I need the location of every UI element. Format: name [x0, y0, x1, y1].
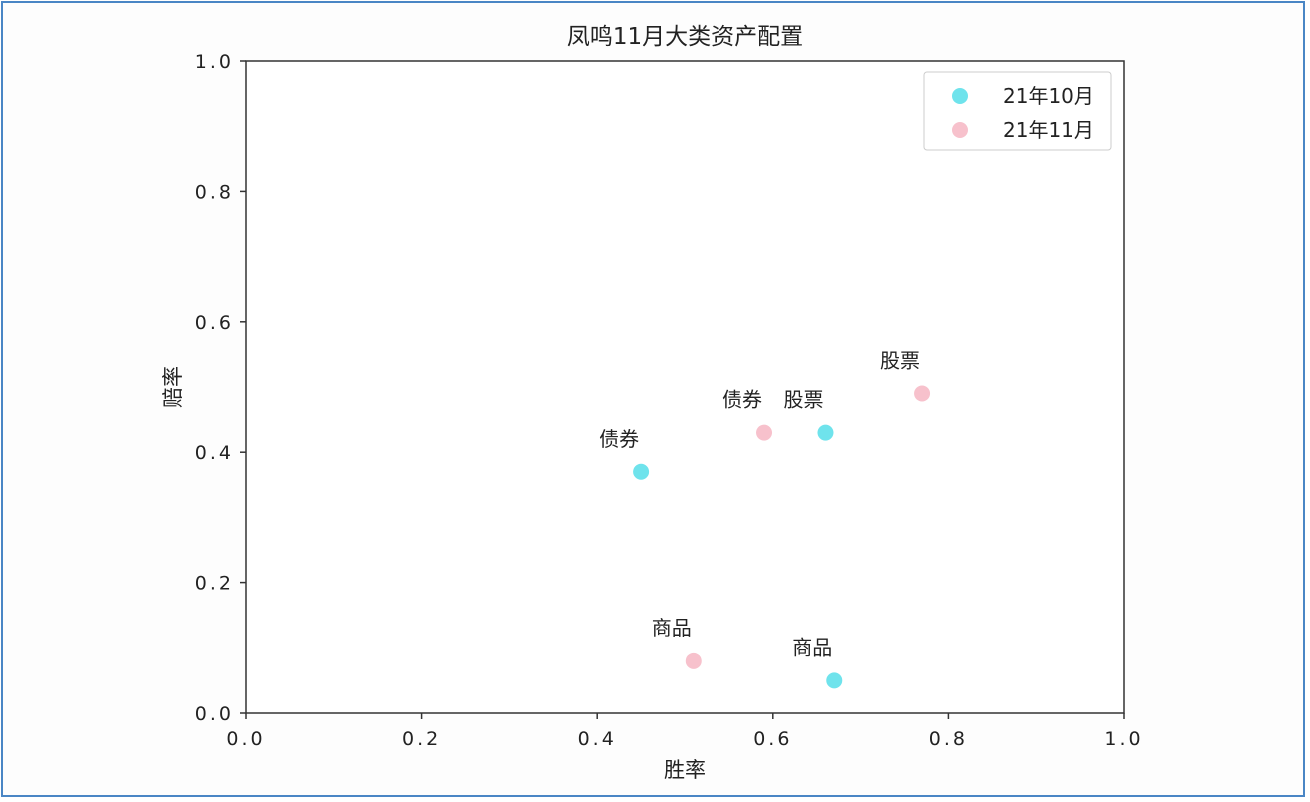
y-tick-label: 0.0	[195, 703, 234, 725]
scatter-point	[914, 385, 931, 402]
y-axis-label: 赔率	[161, 366, 185, 408]
legend-marker	[952, 122, 968, 138]
scatter-point	[817, 424, 834, 441]
x-axis-label: 胜率	[664, 758, 706, 782]
plot-area	[245, 60, 1125, 714]
x-tick-label: 0.4	[578, 728, 617, 750]
point-label: 股票	[880, 349, 920, 373]
y-tick-label: 1.0	[195, 51, 234, 73]
point-label: 债券	[599, 427, 639, 451]
scatter-point	[633, 463, 650, 480]
x-tick-label: 0.2	[402, 728, 441, 750]
point-label: 商品	[652, 616, 692, 640]
chart-title: 凤鸣11月大类资产配置	[567, 24, 803, 50]
legend-label: 21年11月	[1003, 118, 1094, 142]
y-tick-label: 0.6	[195, 312, 234, 334]
scatter-point	[685, 652, 702, 669]
x-tick-label: 0.0	[226, 728, 265, 750]
legend: 21年10月 21年11月	[923, 71, 1112, 151]
legend-label: 21年10月	[1003, 84, 1094, 108]
point-label: 商品	[792, 635, 832, 659]
x-tick-label: 0.6	[753, 728, 792, 750]
y-tick-label: 0.2	[195, 573, 234, 595]
point-label: 股票	[783, 388, 823, 412]
legend-box	[923, 71, 1112, 151]
point-label: 债券	[722, 388, 762, 412]
y-tick-label: 0.4	[195, 442, 234, 464]
x-tick-label: 0.8	[929, 728, 968, 750]
y-tick-label: 0.8	[195, 181, 234, 203]
legend-marker	[952, 88, 968, 104]
scatter-point	[756, 424, 773, 441]
scatter-point	[826, 672, 843, 689]
x-tick-label: 1.0	[1104, 728, 1143, 750]
